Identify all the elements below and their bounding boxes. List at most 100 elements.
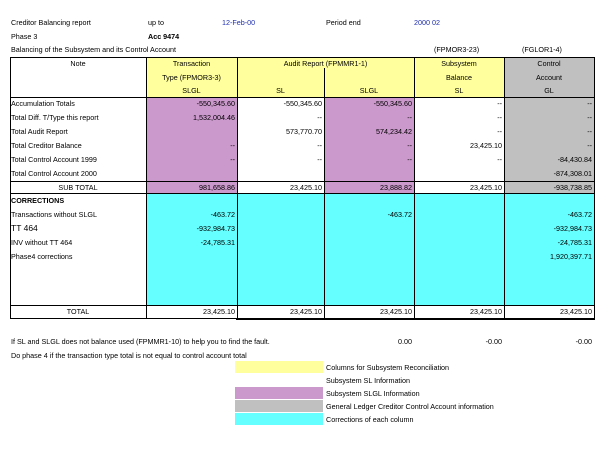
subtotal-row-label: SUB TOTAL	[58, 183, 98, 192]
control-data-bg	[504, 97, 594, 193]
col-divider-2	[237, 57, 238, 319]
row-4-value-5: --	[587, 141, 592, 150]
transaction-header-3: SLGL	[182, 86, 201, 95]
period-end-label: Period end	[326, 18, 361, 27]
control-reference: (FGLOR1-4)	[522, 45, 562, 54]
row-3-value-2: 573,770.70	[286, 127, 322, 136]
table-bottom-border	[10, 318, 595, 319]
report-title: Creditor Balancing report	[11, 18, 91, 27]
phase-label: Phase 3	[11, 32, 38, 41]
correction-row-1-value-5: -463.72	[567, 210, 592, 219]
row-3-value-5: --	[587, 127, 592, 136]
total-row-value-4: 23,425.10	[470, 307, 502, 316]
transaction-header-2: Type (FPMOR3-3)	[162, 73, 221, 82]
row-4-value-3: --	[407, 141, 412, 150]
subtotal-top-border	[10, 181, 595, 182]
row-5-value-4: --	[497, 155, 502, 164]
legend-swatch-1	[235, 361, 323, 373]
row-5-value-2: --	[317, 155, 322, 164]
subsystem-reference: (FPMOR3-23)	[434, 45, 480, 54]
audit-slgl-data-bg	[324, 97, 414, 193]
audit-header-bg	[237, 57, 414, 97]
col-divider-1	[146, 57, 147, 319]
row-1-value-4: --	[497, 99, 502, 108]
subtotal-row-value-4: 23,425.10	[470, 183, 502, 192]
correction-row-4-label: Phase4 corrections	[11, 252, 73, 261]
row-5-value-3: --	[407, 155, 412, 164]
note-header: Note	[70, 59, 86, 68]
legend-label-3: Subsystem SLGL Information	[326, 389, 420, 398]
subtotal-row-value-1: 981,658.86	[199, 183, 235, 192]
audit-header-title: Audit Report (FPMMR1-1)	[283, 59, 368, 68]
row-2-value-1: 1,532,004.46	[193, 113, 235, 122]
control-header-2: Account	[536, 73, 562, 82]
corrections-bg	[146, 193, 594, 305]
subtotal-bottom-border	[10, 193, 595, 194]
legend-label-4: General Ledger Creditor Control Account …	[326, 402, 494, 411]
total-row-value-2: 23,425.10	[290, 307, 322, 316]
subtotal-row-value-2: 23,425.10	[290, 183, 322, 192]
correction-row-4-value-5: 1,920,397.71	[550, 252, 592, 261]
correction-row-3-label: INV without TT 464	[11, 238, 73, 247]
transaction-header-bg	[146, 57, 237, 97]
subtotal-row-value-5: -938,738.85	[553, 183, 592, 192]
row-1-value-2: -550,345.60	[283, 99, 322, 108]
up-to-label: up to	[148, 18, 164, 27]
legend-swatch-3	[235, 387, 323, 399]
row-5-value-1: --	[230, 155, 235, 164]
table-top-border	[10, 57, 595, 58]
row-3-value-3: 574,234.42	[376, 127, 412, 136]
total-top-border	[10, 305, 595, 306]
table-right-border	[594, 57, 595, 319]
row-4-label: Total Creditor Balance	[11, 141, 82, 150]
col-divider-4	[414, 57, 415, 319]
account-number: Acc 9474	[148, 32, 180, 41]
control-header-3: GL	[544, 86, 554, 95]
audit-slgl-header: SLGL	[359, 86, 379, 95]
footer-value-2: -0.00	[485, 337, 502, 346]
total-row-value-1: 23,425.10	[203, 307, 235, 316]
transaction-header-1: Transaction	[172, 59, 211, 68]
row-1-label: Accumulation Totals	[11, 99, 75, 108]
control-header-bg	[504, 57, 594, 97]
row-2-label: Total Diff. T/Type this report	[11, 113, 99, 122]
footer-value-3: -0.00	[575, 337, 592, 346]
audit-sl-header: SL	[276, 86, 285, 95]
legend-swatch-2	[235, 374, 323, 386]
total-row-value-3: 23,425.10	[380, 307, 412, 316]
table-left-border	[10, 57, 11, 319]
row-3-value-4: --	[497, 127, 502, 136]
footer-value-1: 0.00	[398, 337, 412, 346]
row-6-value-5: -874,308.01	[553, 169, 592, 178]
row-4-value-2: --	[317, 141, 322, 150]
subsystem-header-bg	[414, 57, 504, 97]
up-to-date: 12-Feb-00	[222, 18, 256, 27]
corrections-title: CORRECTIONS	[11, 196, 65, 205]
subsystem-header-3: SL	[454, 86, 464, 95]
correction-row-3-value-5: -24,785.31	[557, 238, 592, 247]
legend-swatch-5	[235, 413, 323, 425]
col-divider-5	[504, 57, 505, 319]
legend-label-5: Corrections of each column	[326, 415, 414, 424]
col-divider-3	[324, 68, 325, 319]
correction-row-2-label: TT 464	[11, 223, 38, 233]
period-end-value: 2000 02	[414, 18, 440, 27]
row-4-value-1: --	[230, 141, 235, 150]
row-5-value-5: -84,430.84	[557, 155, 592, 164]
row-1-value-5: --	[587, 99, 592, 108]
footer-line-2: Do phase 4 if the transaction type total…	[11, 351, 247, 360]
row-2-value-5: --	[587, 113, 592, 122]
row-1-value-1: -550,345.60	[196, 99, 235, 108]
correction-row-1-label: Transactions without SLGL	[11, 210, 98, 219]
subtotal-row-value-3: 23,888.82	[380, 183, 412, 192]
transaction-data-bg	[146, 97, 237, 193]
row-1-value-3: -550,345.60	[373, 99, 412, 108]
row-3-label: Total Audit Report	[11, 127, 68, 136]
total-row-value-5: 23,425.10	[560, 307, 592, 316]
footer-line-1: If SL and SLGL does not balance used (FP…	[11, 337, 270, 346]
row-2-value-3: --	[407, 113, 412, 122]
subsystem-header-2: Balance	[446, 73, 472, 82]
correction-row-2-value-1: -932,984.73	[196, 224, 235, 233]
row-4-value-4: 23,425.10	[470, 141, 502, 150]
row-2-value-2: --	[317, 113, 322, 122]
